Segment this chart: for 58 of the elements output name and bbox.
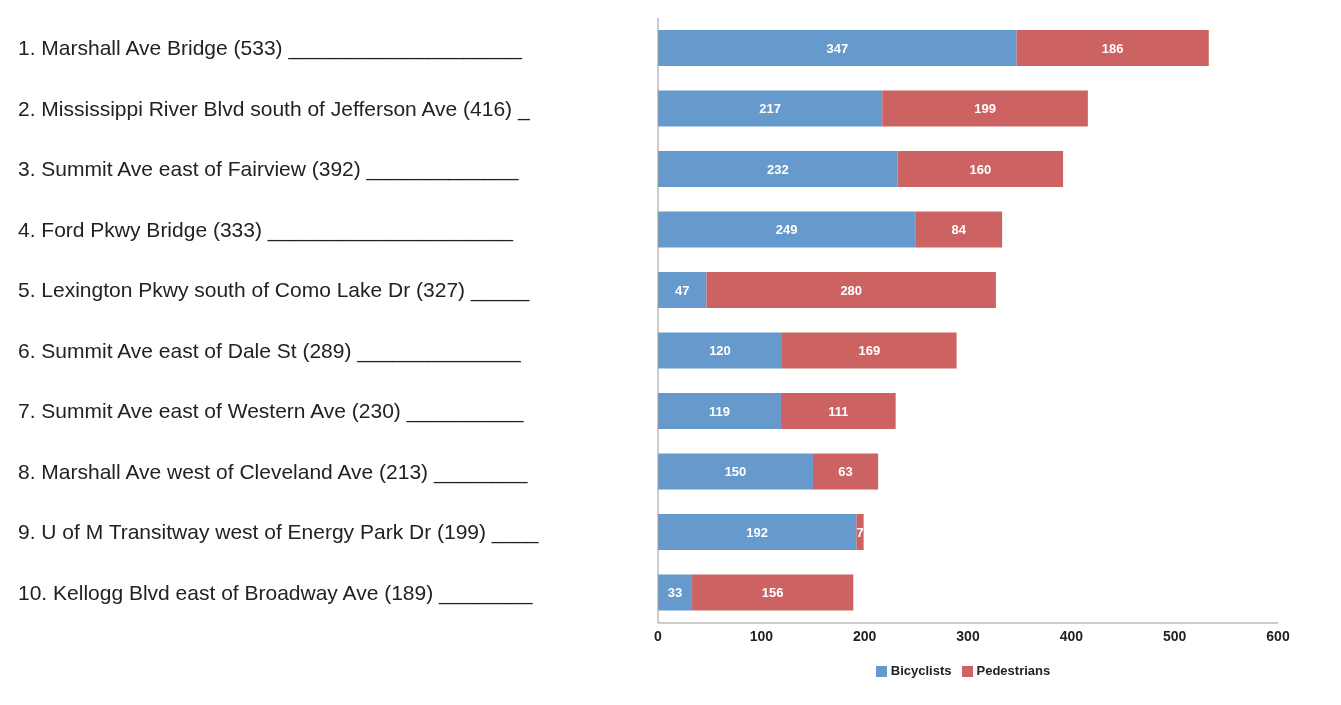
data-label: 232 [767,161,789,177]
y-tick-label: 1. Marshall Ave Bridge (533) ____________________ [18,36,523,61]
bar [658,272,707,308]
data-label: 120 [709,343,731,359]
bar [897,151,1064,187]
bar [1016,30,1209,66]
bar [658,393,781,429]
y-tick-label: 9. U of M Transitway west of Energy Park Dr (199) ____ [18,520,539,545]
bar [658,151,898,187]
data-label: 47 [675,282,690,298]
y-tick-label: 8. Marshall Ave west of Cleveland Ave (213) ________ [18,459,528,484]
legend-label: Pedestrians [976,663,1051,678]
y-tick-label: 5. Lexington Pkwy south of Como Lake Dr (327) _____ [18,278,530,303]
legend-label: Bicyclists [890,663,952,678]
bar [782,332,957,369]
bar [915,211,1003,248]
data-label: 63 [838,464,853,480]
data-label: 249 [775,222,798,238]
bar [658,90,883,127]
x-tick-label: 400 [1059,627,1084,644]
x-tick-label: 600 [1266,627,1290,644]
bar [813,453,879,490]
bar [658,332,782,369]
x-tick-label: 300 [956,627,980,644]
bar [882,90,1088,127]
data-label: 160 [969,161,992,177]
data-label: 7 [856,524,864,540]
data-label: 84 [951,222,967,238]
data-label: 186 [1101,40,1124,56]
y-tick-label: 4. Ford Pkwy Bridge (333) _____________________ [18,217,514,242]
bar [658,453,813,490]
bar [658,514,857,550]
x-tick-label: 100 [749,627,774,644]
bar [658,30,1017,66]
y-tick-label: 6. Summit Ave east of Dale St (289) ______________ [18,338,522,363]
y-tick-label: 7. Summit Ave east of Western Ave (230) __________ [18,399,524,424]
data-label: 119 [708,403,730,419]
x-tick-label: 500 [1162,627,1187,644]
data-label: 111 [828,403,849,419]
y-tick-label: 10. Kellogg Blvd east of Broadway Ave (189) ________ [18,580,533,605]
data-label: 199 [974,101,996,117]
y-tick-label: 2. Mississippi River Blvd south of Jefferson Ave (416) _ [18,96,530,121]
data-label: 192 [746,524,769,540]
x-tick-label: 0 [654,627,663,644]
bar [780,393,896,429]
data-label: 217 [759,101,781,117]
bar [658,211,916,248]
bar [692,574,854,611]
x-tick-label: 200 [852,627,877,644]
data-label: 169 [858,343,881,359]
bar [856,514,864,550]
data-label: 33 [667,585,683,601]
data-label: 150 [724,464,747,480]
data-label: 347 [826,40,849,56]
data-label: 156 [761,585,784,601]
y-tick-label: 3. Summit Ave east of Fairview (392) _____________ [18,157,519,182]
bar [706,272,996,308]
data-label: 280 [840,282,863,298]
